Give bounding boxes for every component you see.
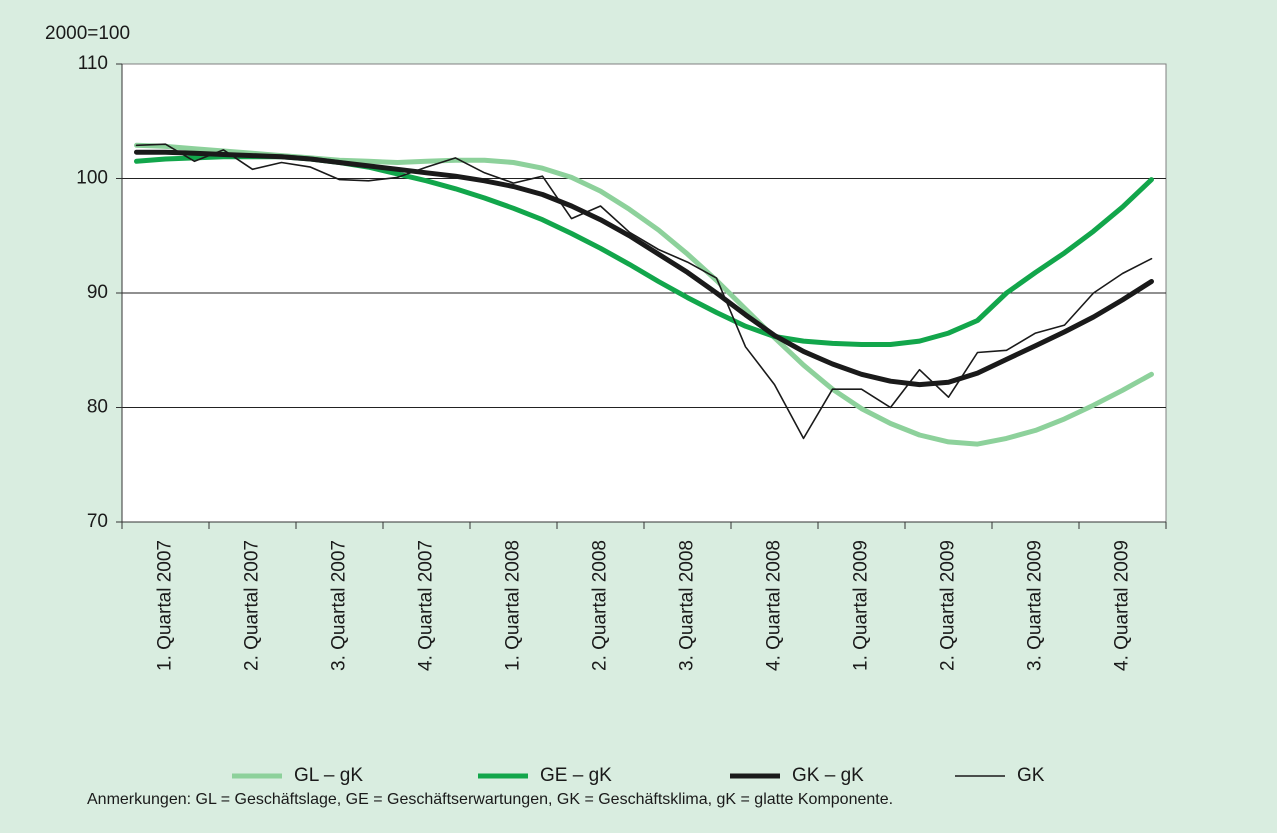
- legend-label: GK – gK: [792, 765, 864, 786]
- x-tick-label: 1. Quartal 2009: [851, 540, 872, 671]
- x-tick-label: 3. Quartal 2007: [329, 540, 350, 671]
- legend-label: GE – gK: [540, 765, 612, 786]
- x-tick-label: 1. Quartal 2008: [503, 540, 524, 671]
- x-tick-label: 4. Quartal 2009: [1112, 540, 1133, 671]
- y-tick-label: 70: [87, 511, 108, 532]
- x-tick-label: 4. Quartal 2007: [416, 540, 437, 671]
- x-tick-label: 3. Quartal 2009: [1025, 540, 1046, 671]
- series-line: [134, 149, 1154, 388]
- x-tick-label: 1. Quartal 2007: [155, 540, 176, 671]
- x-tick-label: 3. Quartal 2008: [677, 540, 698, 671]
- legend-label: GK: [1017, 765, 1045, 786]
- legend-label: GL – gK: [294, 765, 363, 786]
- series-line: [135, 143, 1153, 440]
- note: Anmerkungen: GL = Geschäftslage, GE = Ge…: [87, 791, 893, 808]
- x-tick-label: 2. Quartal 2008: [590, 540, 611, 671]
- y-unit: 2000=100: [45, 23, 130, 44]
- x-tick-label: 2. Quartal 2007: [242, 540, 263, 671]
- y-tick-label: 90: [87, 282, 108, 303]
- y-tick-label: 80: [87, 397, 108, 418]
- y-tick-label: 100: [76, 168, 108, 189]
- y-tick-label: 110: [78, 53, 108, 74]
- x-tick-label: 4. Quartal 2008: [764, 540, 785, 671]
- x-tick-label: 2. Quartal 2009: [938, 540, 959, 671]
